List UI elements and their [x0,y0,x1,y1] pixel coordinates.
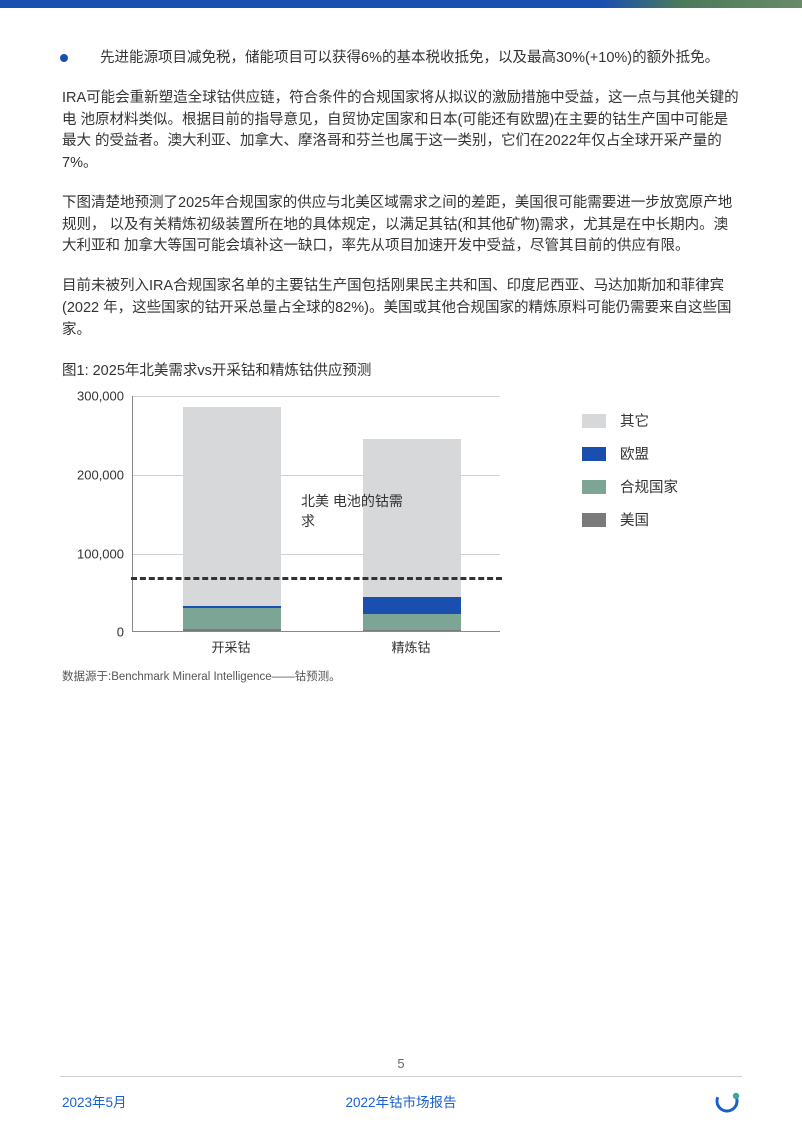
y-tick-label: 0 [117,625,124,640]
paragraph-1: IRA可能会重新塑造全球钴供应链，符合条件的合规国家将从拟议的激励措施中受益，这… [62,88,740,175]
top-accent-bar [0,0,802,8]
page-content: 先进能源项目减免税，储能项目可以获得6%的基本税收抵免，以及最高30%(+10%… [0,0,802,684]
chart-title: 图1: 2025年北美需求vs开采钴和精炼钴供应预测 [62,359,740,380]
y-tick-label: 200,000 [77,467,124,482]
legend-swatch [582,414,606,428]
bullet-text: 先进能源项目减免税，储能项目可以获得6%的基本税收抵免，以及最高30%(+10%… [100,48,719,70]
chart-legend: 其它欧盟合规国家美国 [582,410,678,542]
chart-plot: 北美 电池的钴需求 [132,396,500,632]
chart-area: 0100,000200,000300,000 北美 电池的钴需求 开采钴精炼钴 [70,396,500,656]
bar-segment-eu [363,597,461,614]
bullet-icon [60,54,68,62]
bar-segment-usa [363,630,461,632]
bar-segment-compliant [183,608,281,628]
footer-title: 2022年钴市场报告 [62,1091,740,1111]
legend-item-usa: 美国 [582,509,678,530]
x-axis-label: 开采钴 [211,637,250,656]
legend-label: 其它 [620,410,649,431]
bar-segment-compliant [363,614,461,630]
demand-line [131,577,502,580]
paragraph-2: 下图清楚地预测了2025年合规国家的供应与北美区域需求之间的差距，美国很可能需要… [62,193,740,258]
bar-segment-usa [183,629,281,631]
legend-swatch [582,513,606,527]
bar-segment-eu [183,606,281,608]
legend-swatch [582,447,606,461]
page-number: 5 [0,1056,802,1071]
chart-source: 数据源于:Benchmark Mineral Intelligence——钴预测… [62,668,740,684]
legend-label: 美国 [620,509,649,530]
footer: 2023年5月 2022年钴市场报告 [62,1091,740,1111]
legend-item-other: 其它 [582,410,678,431]
legend-label: 合规国家 [620,476,678,497]
x-axis-label: 精炼钴 [391,637,430,656]
footer-logo-icon [714,1088,740,1114]
chart-annotation: 北美 电池的钴需求 [301,492,411,531]
legend-item-compliant: 合规国家 [582,476,678,497]
footer-rule [60,1076,742,1077]
legend-swatch [582,480,606,494]
y-tick-label: 300,000 [77,389,124,404]
bullet-item: 先进能源项目减免税，储能项目可以获得6%的基本税收抵免，以及最高30%(+10%… [60,48,740,70]
chart-container: 0100,000200,000300,000 北美 电池的钴需求 开采钴精炼钴 … [62,396,740,656]
paragraph-3: 目前未被列入IRA合规国家名单的主要钴生产国包括刚果民主共和国、印度尼西亚、马达… [62,276,740,341]
chart-y-axis: 0100,000200,000300,000 [70,396,132,632]
legend-label: 欧盟 [620,443,649,464]
grid-line [133,396,500,397]
y-tick-label: 100,000 [77,546,124,561]
legend-item-eu: 欧盟 [582,443,678,464]
